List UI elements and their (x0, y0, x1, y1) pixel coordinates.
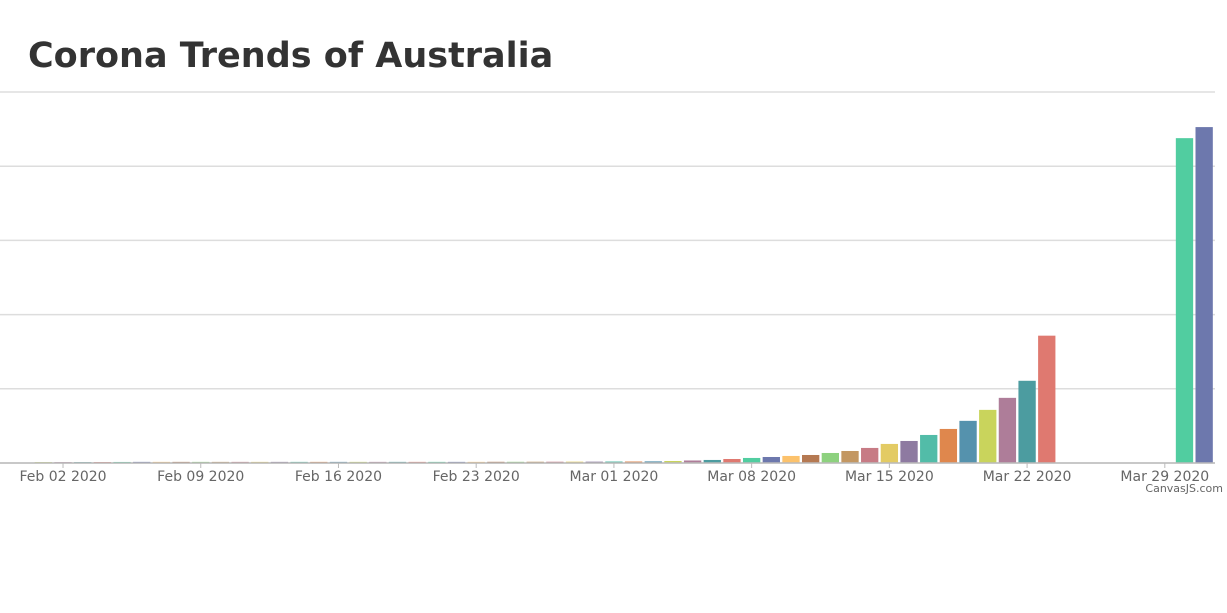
bar (802, 454, 820, 463)
bar (920, 434, 938, 463)
bar (742, 457, 761, 463)
bar (998, 397, 1017, 463)
x-tick-label: Feb 02 2020 (19, 469, 106, 485)
bar (1175, 138, 1194, 463)
bar (979, 409, 997, 463)
bar (880, 443, 899, 463)
bar (841, 450, 859, 463)
bar (703, 459, 721, 463)
bar (900, 440, 918, 463)
bar (762, 456, 780, 463)
bar (683, 460, 702, 463)
x-tick-label: Mar 08 2020 (707, 469, 796, 485)
x-tick-label: Feb 09 2020 (157, 469, 244, 485)
bar (1195, 127, 1213, 463)
bar (723, 458, 741, 463)
x-tick-label: Mar 01 2020 (570, 469, 659, 485)
bar (664, 460, 682, 463)
bar (1018, 380, 1036, 463)
bar (821, 452, 839, 463)
bar (644, 461, 662, 463)
x-tick-label: Mar 29 2020 (1120, 469, 1209, 485)
bar (959, 420, 977, 463)
chart-title: Corona Trends of Australia (28, 36, 553, 76)
bar (861, 447, 879, 463)
bar (782, 455, 800, 463)
x-tick-label: Feb 23 2020 (433, 469, 520, 485)
bar (939, 428, 958, 463)
x-tick-label: Feb 16 2020 (295, 469, 382, 485)
bar (1038, 335, 1056, 463)
credit: CanvasJS.com (1145, 482, 1223, 495)
x-tick-label: Mar 15 2020 (845, 469, 934, 485)
x-tick-label: Mar 22 2020 (983, 469, 1072, 485)
